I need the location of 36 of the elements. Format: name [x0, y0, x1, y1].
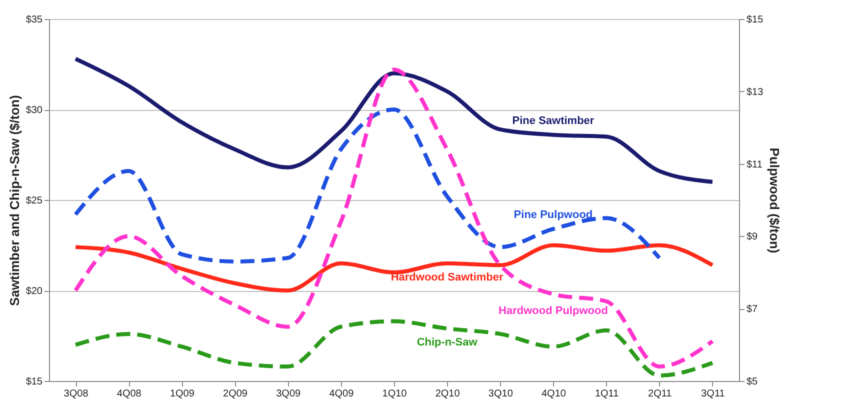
- x-tick-label: 1Q10: [382, 388, 408, 400]
- y2-axis-title: Pulpwood ($/ton): [767, 148, 782, 254]
- y2-tick-label: $7: [746, 304, 758, 316]
- x-tick-label: 2Q09: [223, 388, 248, 400]
- line-series: [74, 319, 714, 378]
- x-tick-label: 4Q08: [116, 388, 142, 400]
- y-tick-label: $35: [26, 14, 43, 26]
- x-tick-label: 1Q11: [594, 388, 620, 400]
- series-label: Chip-n-Saw: [416, 336, 478, 349]
- x-tick-label: 3Q08: [64, 388, 89, 400]
- x-tick-label: 3Q09: [276, 388, 302, 400]
- series-label: Pine Sawtimber: [512, 114, 595, 127]
- y-tick-label: $30: [26, 105, 43, 116]
- y-tick-label: $25: [26, 196, 43, 206]
- y2-tick-label: $11: [746, 159, 763, 170]
- y-tick-label: $20: [26, 286, 43, 297]
- x-tick-label: 2Q11: [648, 388, 672, 400]
- line-series: [74, 108, 662, 264]
- y2-tick-label: $13: [746, 86, 764, 98]
- series-label: Pine Pulpwood: [514, 208, 593, 221]
- line-series: [74, 56, 714, 184]
- x-tick-label: 3Q11: [701, 388, 726, 400]
- y2-tick-label: $5: [746, 376, 758, 388]
- y2-tick-label: $9: [746, 232, 758, 243]
- y-tick-label: $15: [26, 376, 43, 388]
- x-tick-label: 4Q09: [329, 388, 354, 400]
- line-series: [74, 68, 714, 369]
- x-tick-label: 4Q10: [541, 388, 566, 400]
- series-label: Hardwood Sawtimber: [390, 271, 504, 284]
- y-axis-title: Sawtimber and Chip-n-Saw ($/ton): [6, 95, 22, 306]
- line-series: [74, 243, 714, 292]
- y2-tick-label: $15: [746, 14, 764, 26]
- series-label: Hardwood Pulpwood: [498, 305, 608, 318]
- x-tick-label: 2Q10: [435, 388, 460, 400]
- x-tick-label: 3Q10: [488, 388, 514, 400]
- x-tick-label: 1Q09: [170, 388, 195, 400]
